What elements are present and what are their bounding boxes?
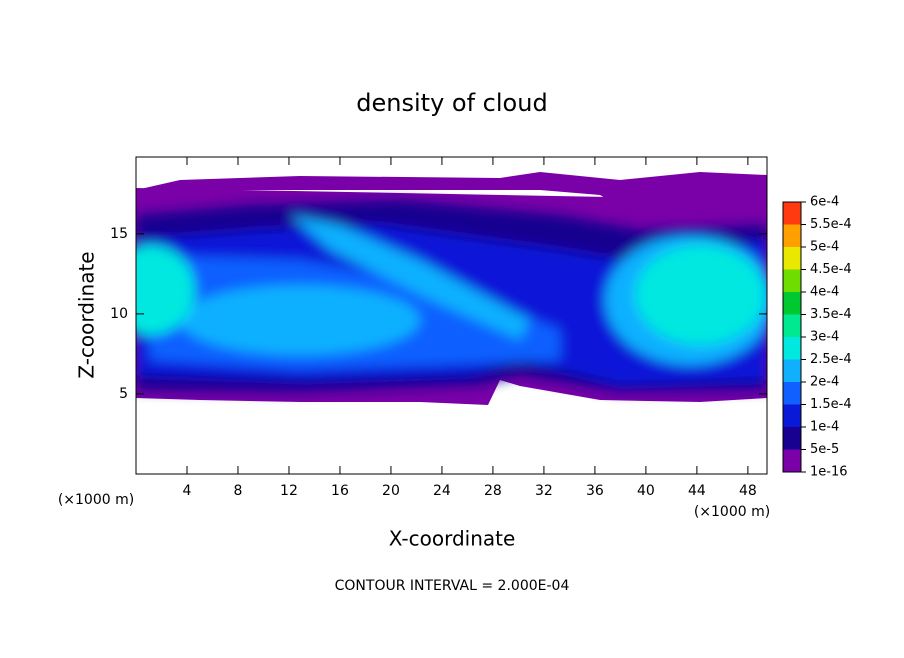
colorbar-label: 5.5e-4: [810, 217, 852, 232]
field-region: [136, 245, 195, 335]
colorbar-band: [783, 449, 801, 472]
x-tick-label: 28: [484, 483, 502, 499]
contour-field: [136, 172, 767, 405]
x-tick-label: 48: [739, 483, 757, 499]
colorbar-band: [783, 247, 801, 270]
y-tick-label: 5: [119, 386, 128, 402]
chart-title: density of cloud: [356, 89, 547, 117]
colorbar-label: 5e-4: [810, 240, 839, 255]
colorbar-band: [783, 359, 801, 382]
x-tick-label: 32: [535, 483, 553, 499]
x-tick-label: 4: [183, 483, 192, 499]
x-tick-label: 20: [382, 483, 400, 499]
x-tick-label: 24: [433, 483, 451, 499]
y-axis-label: Z-coordinate: [75, 251, 99, 378]
x-axis-label: X-coordinate: [389, 527, 516, 551]
colorbar-band: [783, 404, 801, 427]
colorbar-band: [783, 292, 801, 315]
colorbar-label: 3e-4: [810, 330, 839, 345]
x-tick-label: 36: [586, 483, 604, 499]
field-region: [635, 245, 765, 345]
colorbar-band: [783, 382, 801, 405]
colorbar-label: 4.5e-4: [810, 262, 852, 277]
colorbar-band: [783, 269, 801, 292]
x-tick-label: 12: [280, 483, 298, 499]
colorbar-band: [783, 224, 801, 247]
colorbar-label: 2.5e-4: [810, 352, 852, 367]
y-tick-label: 15: [110, 226, 128, 242]
colorbar-label: 6e-4: [810, 195, 839, 210]
colorbar-band: [783, 337, 801, 360]
x-unit: (×1000 m): [694, 504, 770, 520]
y-unit: (×1000 m): [58, 492, 134, 508]
colorbar-band: [783, 202, 801, 225]
colorbar-band: [783, 427, 801, 450]
colorbar-label: 5e-5: [810, 442, 839, 457]
x-tick-label: 16: [331, 483, 349, 499]
annotation: CONTOUR INTERVAL = 2.000E-04: [335, 578, 570, 594]
colorbar-label: 4e-4: [810, 285, 839, 300]
x-tick-label: 8: [234, 483, 243, 499]
field-region: [290, 215, 530, 340]
colorbar-label: 3.5e-4: [810, 307, 852, 322]
colorbar-label: 2e-4: [810, 375, 839, 390]
y-tick-label: 10: [110, 306, 128, 322]
x-tick-label: 40: [637, 483, 655, 499]
colorbar-label: 1e-4: [810, 420, 839, 435]
field-region: [180, 285, 420, 355]
colorbar-label: 1.5e-4: [810, 397, 852, 412]
colorbar-band: [783, 314, 801, 337]
plot-frame: [135, 156, 768, 475]
x-tick-label: 44: [688, 483, 706, 499]
colorbar-label: 1e-16: [810, 465, 848, 480]
